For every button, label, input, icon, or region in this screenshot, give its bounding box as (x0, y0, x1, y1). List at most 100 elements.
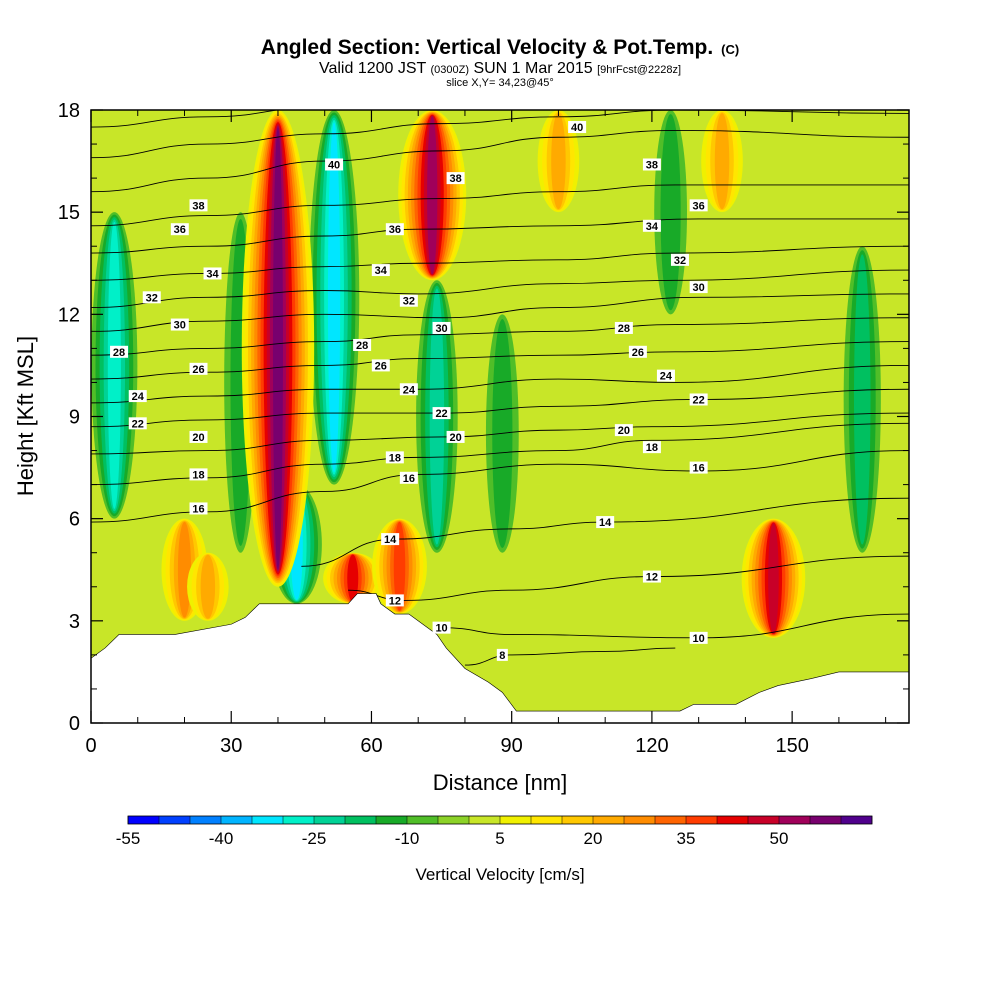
contour-label: 32 (674, 255, 686, 267)
contour-label: 24 (403, 384, 416, 396)
contour-label-bg (170, 223, 189, 236)
colorbar-label: -55 (116, 829, 141, 848)
contour-label-bg (385, 451, 404, 464)
contour-label: 8 (499, 650, 505, 662)
downdraft-region-5 (853, 254, 871, 545)
contour-label-bg (614, 424, 633, 437)
colorbar-swatch (190, 816, 222, 824)
y-tick-label: 3 (69, 611, 80, 633)
colorbar-swatch (159, 816, 191, 824)
colorbar-swatch (593, 816, 625, 824)
contour-label-bg (353, 338, 372, 351)
theta-contour-40 (91, 129, 909, 193)
contour-label: 36 (174, 224, 186, 236)
colorbar-swatch (376, 816, 408, 824)
downdraft-region-0 (107, 221, 121, 509)
contour-label-bg (325, 158, 344, 171)
contour-label: 32 (403, 296, 415, 308)
contour-label-bg (642, 441, 661, 454)
contour-label: 28 (356, 340, 368, 352)
theta-contour-unlabeled-18 (91, 110, 280, 128)
forecast-label: [9hrFcst@2228z] (597, 64, 682, 76)
colorbar-swatch (655, 816, 687, 824)
contour-labels: 40 40 38 38 38 36 36 36 34 34 34 32 32 32 30 30 30 28 28 28… (110, 121, 708, 662)
theta-contour-22 (91, 388, 909, 428)
colorbar-swatch (562, 816, 594, 824)
contour-label: 36 (389, 224, 401, 236)
colorbar-swatch (221, 816, 253, 824)
contour-label-bg (642, 158, 661, 171)
chart-subtitle: Valid 1200 JST (0300Z) SUN 1 Mar 2015 [9… (0, 60, 1000, 79)
valid-date: SUN 1 Mar 2015 (473, 60, 593, 77)
contour-label-bg (689, 393, 708, 406)
contour-label: 22 (132, 418, 144, 430)
contour-label: 28 (618, 323, 630, 335)
contour-label-bg (689, 281, 708, 294)
contour-label: 40 (571, 122, 583, 134)
contour-label: 10 (435, 623, 447, 635)
contour-label: 26 (192, 364, 204, 376)
theta-contour-28 (91, 317, 909, 356)
colorbar-swatch (407, 816, 439, 824)
contour-label-bg (628, 345, 647, 358)
contour-label-bg (142, 291, 161, 304)
updraft-region-1 (427, 116, 438, 275)
x-tick-label: 90 (501, 735, 523, 757)
contour-label: 34 (206, 268, 219, 280)
downdraft-region-1 (327, 122, 341, 473)
contour-label-bg (371, 359, 390, 372)
contour-label: 30 (435, 323, 447, 335)
colorbar-swatch (717, 816, 749, 824)
theta-contour-8 (464, 647, 676, 666)
vertical-velocity-field (91, 110, 909, 723)
colorbar-swatch (314, 816, 346, 824)
theta-contour-36 (91, 218, 909, 254)
x-tick-label: 150 (775, 735, 808, 757)
contour-label: 24 (660, 371, 673, 383)
contour-label-bg (371, 264, 390, 277)
contour-label-bg (170, 318, 189, 331)
contour-label: 38 (192, 200, 204, 212)
y-tick-label: 12 (58, 304, 80, 326)
contour-label-bg (203, 267, 222, 280)
valid-time: Valid 1200 JST (318, 60, 427, 77)
theta-contour-14 (301, 497, 909, 567)
colorbar-label: 20 (584, 829, 603, 848)
colorbar-swatch (438, 816, 470, 824)
contour-label: 10 (693, 633, 705, 645)
contour-label: 22 (435, 408, 447, 420)
contour-label-bg (189, 199, 208, 212)
contour-label: 40 (328, 159, 340, 171)
colorbar-label: 5 (495, 829, 504, 848)
colorbar-swatch (779, 816, 811, 824)
contour-label: 38 (449, 173, 461, 185)
contour-label: 14 (599, 517, 612, 529)
colorbar-frame (127, 815, 873, 825)
contour-label: 36 (693, 200, 705, 212)
theta-contour-16 (91, 450, 909, 523)
theta-contour-24 (91, 364, 909, 404)
chart-title-unit: (C) (721, 42, 740, 57)
contour-label-bg (614, 321, 633, 334)
contour-label-bg (399, 294, 418, 307)
contour-label-bg (689, 199, 708, 212)
contour-label-bg (446, 430, 465, 443)
contour-label: 12 (646, 572, 658, 584)
contour-label: 26 (632, 347, 644, 359)
x-tick-label: 120 (635, 735, 668, 757)
contour-label: 34 (646, 221, 659, 233)
contour-label-bg (596, 516, 615, 529)
contour-label-bg (189, 468, 208, 481)
updraft-region-0 (272, 127, 283, 570)
theta-contour-10 (441, 613, 909, 639)
contour-label-bg (670, 253, 689, 266)
terrain-mask (90, 593, 910, 724)
y-tick-label: 6 (69, 509, 80, 531)
x-tick-label: 0 (85, 735, 96, 757)
contour-label: 30 (693, 282, 705, 294)
colorbar-swatch (252, 816, 284, 824)
x-tick-label: 60 (360, 735, 382, 757)
colorbar-label: -25 (302, 829, 327, 848)
theta-contour-18 (91, 422, 909, 486)
colorbar-swatch (531, 816, 563, 824)
